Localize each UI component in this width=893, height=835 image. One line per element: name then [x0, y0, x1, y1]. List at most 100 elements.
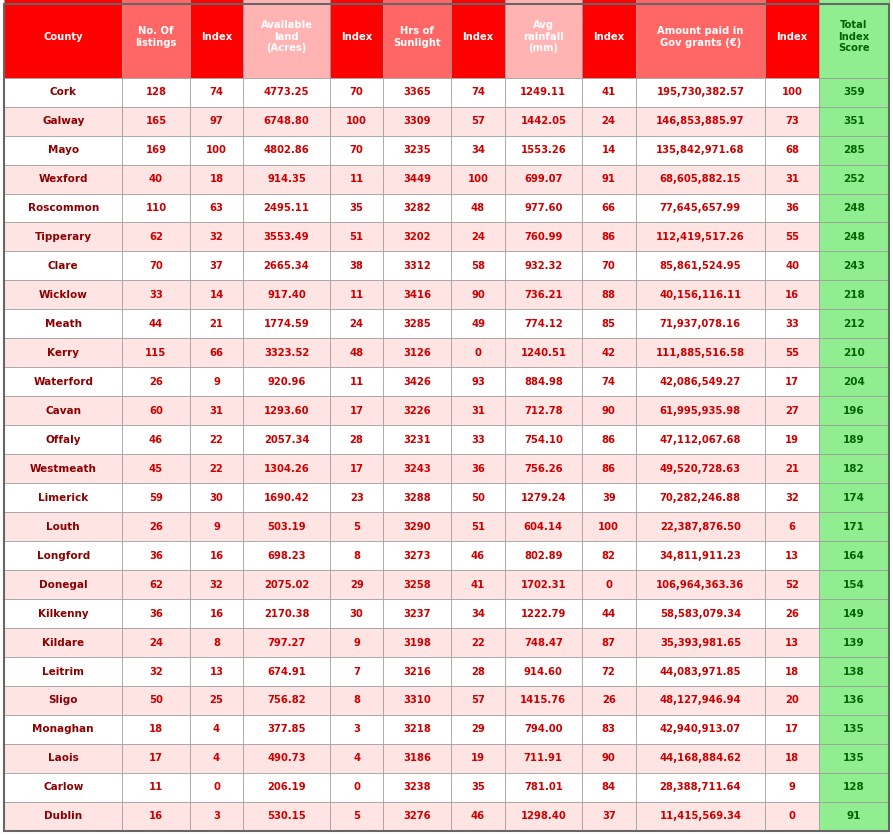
Bar [636, 251, 765, 281]
Bar [244, 599, 330, 628]
Bar [330, 628, 383, 657]
Bar [122, 628, 189, 657]
Text: 3: 3 [213, 812, 220, 822]
Bar [244, 78, 330, 107]
Bar [122, 802, 189, 831]
Bar [4, 222, 122, 251]
Text: 674.91: 674.91 [267, 666, 306, 676]
Bar [451, 483, 505, 512]
Text: 917.40: 917.40 [267, 290, 306, 300]
Text: 711.91: 711.91 [524, 753, 563, 763]
Bar [451, 570, 505, 599]
Bar [244, 512, 330, 541]
Text: 13: 13 [785, 638, 799, 647]
Bar [505, 483, 582, 512]
Bar [383, 397, 451, 425]
Bar [4, 338, 122, 367]
Text: 30: 30 [210, 493, 223, 503]
Bar [189, 744, 244, 773]
Bar [383, 107, 451, 135]
Bar [330, 367, 383, 397]
Bar [244, 397, 330, 425]
Text: 21: 21 [785, 463, 799, 473]
Text: 19: 19 [471, 753, 485, 763]
Bar [582, 135, 636, 164]
Text: 66: 66 [210, 348, 223, 358]
Text: 57: 57 [472, 696, 485, 706]
Bar [383, 454, 451, 483]
Bar [189, 541, 244, 570]
Text: 0: 0 [789, 812, 796, 822]
Bar [244, 281, 330, 310]
Bar [819, 541, 889, 570]
Bar [451, 251, 505, 281]
Bar [189, 222, 244, 251]
Text: 135: 135 [843, 753, 864, 763]
Bar [636, 135, 765, 164]
Text: 36: 36 [149, 609, 163, 619]
Text: 24: 24 [149, 638, 163, 647]
Bar [383, 425, 451, 454]
Text: 22: 22 [472, 638, 485, 647]
Text: 760.99: 760.99 [524, 232, 563, 242]
Text: 26: 26 [149, 377, 163, 387]
Text: 21: 21 [210, 319, 223, 329]
Text: Donegal: Donegal [39, 579, 88, 590]
Bar [636, 483, 765, 512]
Text: 285: 285 [843, 145, 864, 155]
Bar [383, 281, 451, 310]
Text: 0: 0 [605, 579, 613, 590]
Bar [122, 367, 189, 397]
Bar [330, 541, 383, 570]
Text: 77,645,657.99: 77,645,657.99 [660, 203, 741, 213]
Bar [4, 599, 122, 628]
Text: 17: 17 [149, 753, 163, 763]
Bar [122, 744, 189, 773]
Bar [582, 599, 636, 628]
Bar [122, 541, 189, 570]
Text: 63: 63 [210, 203, 223, 213]
Text: 70: 70 [149, 261, 163, 271]
Text: 39: 39 [602, 493, 615, 503]
Text: 3288: 3288 [404, 493, 431, 503]
Text: 3243: 3243 [404, 463, 431, 473]
Bar [4, 425, 122, 454]
Text: 154: 154 [843, 579, 864, 590]
Bar [189, 628, 244, 657]
Bar [451, 773, 505, 802]
Bar [122, 454, 189, 483]
Text: 712.78: 712.78 [524, 406, 563, 416]
Text: Mayo: Mayo [47, 145, 79, 155]
Text: 243: 243 [843, 261, 864, 271]
Bar [383, 686, 451, 715]
Bar [582, 570, 636, 599]
Text: 34: 34 [471, 609, 485, 619]
Text: 20: 20 [785, 696, 799, 706]
Bar [244, 773, 330, 802]
Bar [582, 107, 636, 135]
Text: 42: 42 [602, 348, 616, 358]
Text: 9: 9 [213, 377, 220, 387]
Bar [819, 107, 889, 135]
Bar [765, 483, 819, 512]
Text: 85,861,524.95: 85,861,524.95 [660, 261, 741, 271]
Text: 13: 13 [210, 666, 223, 676]
Text: Offaly: Offaly [46, 435, 81, 445]
Bar [244, 367, 330, 397]
Text: 35: 35 [350, 203, 363, 213]
Bar [122, 78, 189, 107]
Text: Index: Index [593, 32, 624, 42]
Text: Limerick: Limerick [38, 493, 88, 503]
Bar [189, 135, 244, 164]
Text: 40: 40 [785, 261, 799, 271]
Bar [383, 744, 451, 773]
Bar [582, 744, 636, 773]
Bar [819, 78, 889, 107]
Bar [636, 310, 765, 338]
Text: 0: 0 [354, 782, 360, 792]
Bar [330, 425, 383, 454]
Text: 17: 17 [350, 463, 363, 473]
Bar [582, 628, 636, 657]
Bar [505, 541, 582, 570]
Bar [4, 512, 122, 541]
